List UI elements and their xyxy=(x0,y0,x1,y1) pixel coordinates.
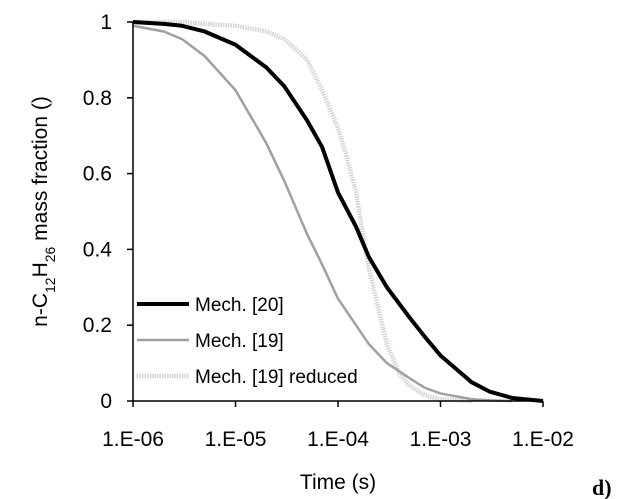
ticks: 0 0.2 0.4 0.6 0.8 1 1.E-06 1.E-05 1.E-04 1.E-03 1.… xyxy=(83,11,574,451)
plot-lines xyxy=(132,19,544,404)
legend-label-1: Mech. [19] xyxy=(195,331,284,352)
x-axis-title: Time (s) xyxy=(300,471,376,494)
y-tick-label: 0.8 xyxy=(83,87,112,110)
y-tick-label: 0.6 xyxy=(83,163,112,186)
legend: Mech. [20] Mech. [19] Mech. [19] reduced xyxy=(137,295,358,388)
x-tick-label: 1.E-04 xyxy=(307,428,369,451)
legend-label-0: Mech. [20] xyxy=(195,295,284,316)
series-line-0 xyxy=(132,20,544,403)
series-line-1 xyxy=(132,24,513,403)
x-tick-label: 1.E-06 xyxy=(102,428,164,451)
y-tick-label: 1 xyxy=(100,11,112,34)
x-tick-label: 1.E-02 xyxy=(512,428,574,451)
y-axis-title-mid: H xyxy=(29,262,52,277)
x-tick-label: 1.E-05 xyxy=(205,428,267,451)
y-tick-label: 0.2 xyxy=(83,314,112,337)
y-axis-title-sub2: 26 xyxy=(42,246,58,262)
series-line-2 xyxy=(133,19,472,404)
legend-label-2: Mech. [19] reduced xyxy=(195,367,358,388)
x-tick-label: 1.E-03 xyxy=(410,428,472,451)
y-axis-title-suffix: mass fraction () xyxy=(29,96,52,247)
panel-label: d) xyxy=(592,475,612,499)
y-tick-label: 0 xyxy=(100,390,112,413)
y-axis-title: n-C12H26 mass fraction () xyxy=(29,96,58,327)
y-axis-title-sub1: 12 xyxy=(42,277,58,293)
y-axis-title-prefix: n-C xyxy=(29,293,52,327)
y-tick-label: 0.4 xyxy=(83,238,113,261)
